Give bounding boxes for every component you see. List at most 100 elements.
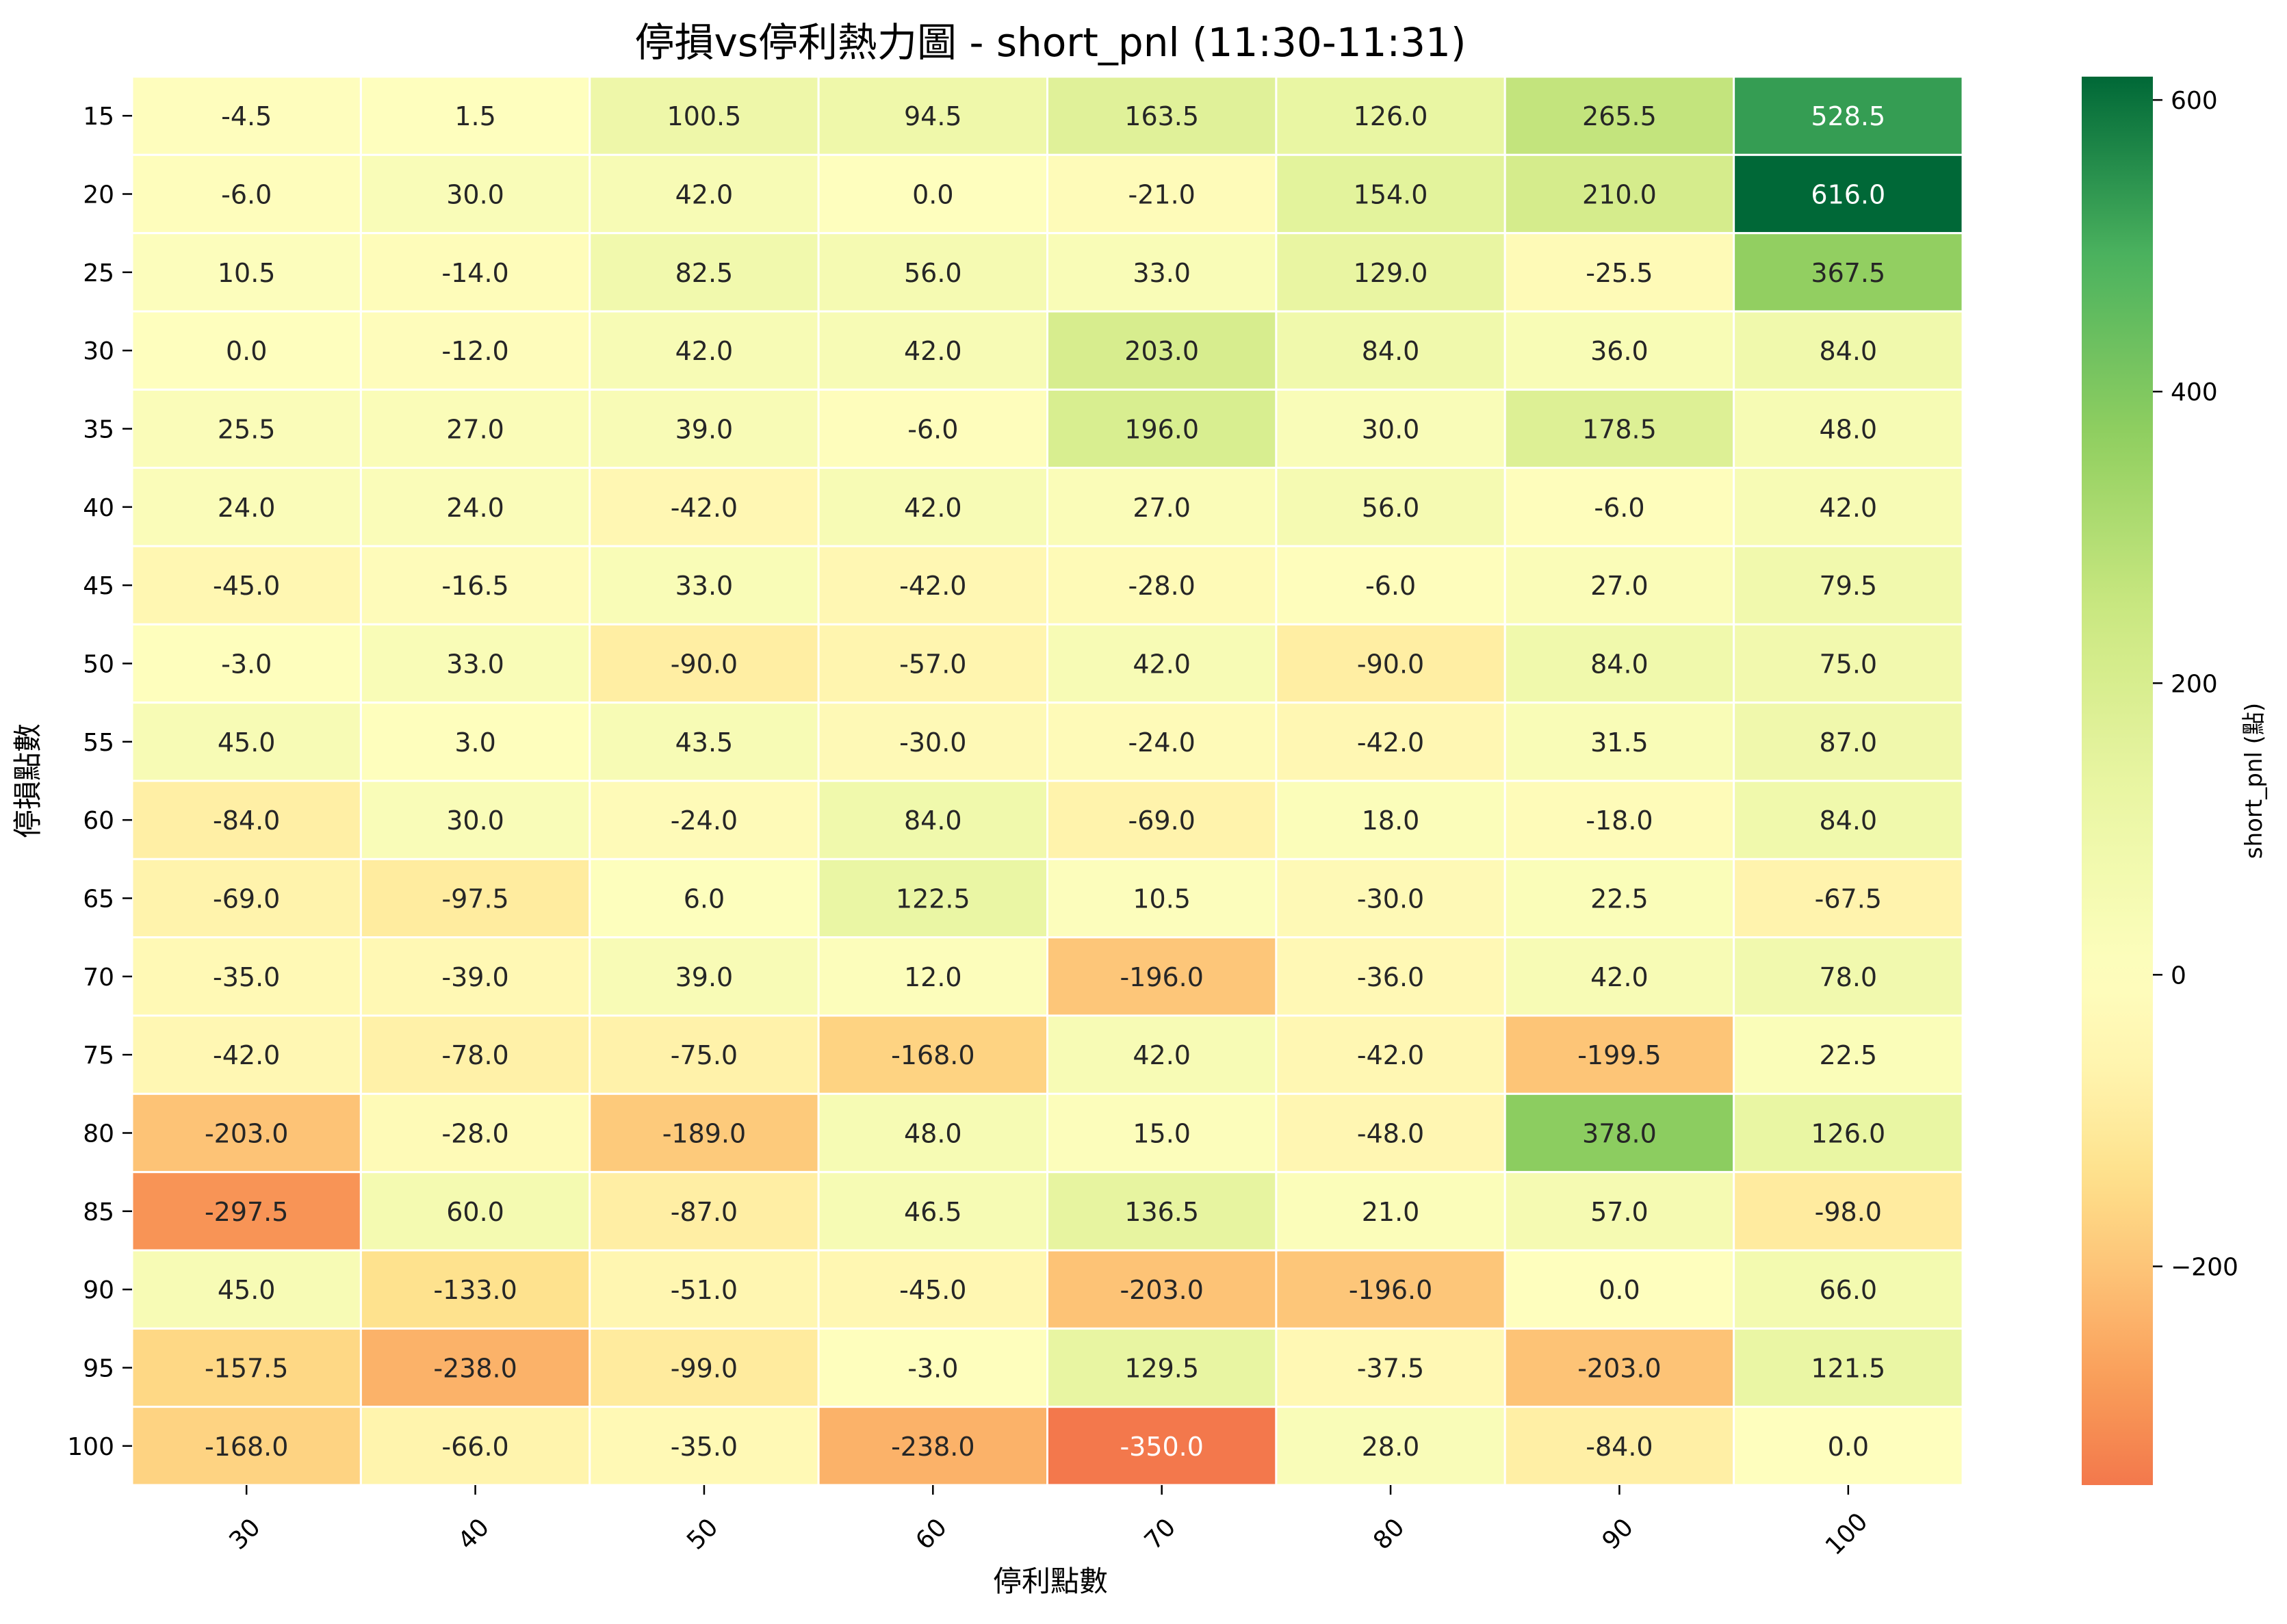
heatmap-cell [1275, 1171, 1506, 1252]
heatmap-cell [589, 779, 820, 860]
heatmap-cell [359, 779, 591, 860]
heatmap-cell [1275, 1249, 1506, 1330]
heatmap-cell [131, 1249, 362, 1330]
heatmap-cell-label: 27.0 [446, 415, 504, 445]
heatmap-cell-label: -297.5 [205, 1197, 289, 1227]
heatmap-cell [131, 75, 362, 156]
colorbar-tick-label: 400 [2171, 378, 2218, 407]
y-tick-label: 65 [83, 886, 114, 914]
heatmap-cell [359, 232, 591, 313]
heatmap-cell [1046, 545, 1278, 626]
heatmap-cell [1046, 623, 1278, 704]
heatmap-cell-label: 6.0 [684, 884, 725, 914]
heatmap-cell-label: -30.0 [1357, 884, 1424, 914]
y-axis-ticks: 15 20 25 30 35 40 45 50 55 60 65 70 75 80 85 90 95 100 [67, 103, 132, 1461]
colorbar-ticks: −200 0 200 400 600 [2153, 87, 2238, 1281]
heatmap-cell-label: -42.0 [1357, 727, 1424, 758]
heatmap-cell-label: 57.0 [1590, 1197, 1649, 1227]
y-tick-label: 90 [83, 1276, 114, 1304]
heatmap-cell-label: 12.0 [904, 962, 962, 992]
x-tick-label: 30 [224, 1513, 266, 1555]
heatmap-cell [131, 1327, 362, 1408]
heatmap-cell-label: -67.5 [1815, 884, 1882, 914]
heatmap-cell [131, 779, 362, 860]
heatmap-cell-label: -90.0 [1357, 649, 1424, 680]
heatmap-cell [1275, 545, 1506, 626]
heatmap-cell-label: -97.5 [441, 884, 508, 914]
heatmap-cell [817, 779, 1048, 860]
y-tick-label: 55 [83, 729, 114, 757]
heatmap-cell-label: -39.0 [441, 962, 508, 992]
heatmap-cell [359, 1014, 591, 1095]
heatmap-cell [1733, 1171, 1964, 1252]
y-tick-label: 40 [83, 494, 114, 522]
heatmap-cell-label: 42.0 [904, 336, 962, 366]
heatmap-cell [1733, 153, 1964, 235]
heatmap-cell [1733, 388, 1964, 469]
heatmap-cell-label: 0.0 [1599, 1275, 1640, 1305]
heatmap-cell [1503, 1171, 1735, 1252]
heatmap-cell-label: -45.0 [899, 1275, 966, 1305]
heatmap-cell-label: -69.0 [1128, 805, 1196, 836]
heatmap-cell-label: -203.0 [1577, 1354, 1662, 1384]
heatmap-cell [359, 701, 591, 782]
heatmap-cell [1503, 310, 1735, 391]
heatmap-cell [817, 858, 1048, 939]
heatmap-cell-label: -203.0 [1120, 1275, 1204, 1305]
heatmap-cell [1733, 1092, 1964, 1174]
heatmap-cell [359, 1406, 591, 1486]
heatmap-cell-label: 22.5 [1820, 1040, 1878, 1070]
heatmap-cell [1046, 779, 1278, 860]
heatmap-cell-label: 84.0 [904, 805, 962, 836]
heatmap-cell-label: -35.0 [213, 962, 280, 992]
heatmap-cell-label: 265.5 [1582, 101, 1657, 131]
heatmap-cell-label: -28.0 [1128, 571, 1196, 601]
heatmap-cell [1733, 701, 1964, 782]
heatmap-cell-label: 1.5 [454, 101, 495, 131]
heatmap-cell-label: -78.0 [441, 1040, 508, 1070]
heatmap-cell-label: -6.0 [221, 180, 272, 210]
heatmap-cell-label: 126.0 [1354, 101, 1428, 131]
heatmap-cell-label: -196.0 [1349, 1275, 1433, 1305]
heatmap-cell-label: 46.5 [904, 1197, 962, 1227]
heatmap-cell-label: 10.5 [218, 258, 276, 288]
heatmap-cell [1503, 545, 1735, 626]
heatmap-cell [1503, 1406, 1735, 1486]
heatmap-cell-label: 28.0 [1362, 1432, 1420, 1462]
y-tick-label: 45 [83, 572, 114, 600]
heatmap-cell-label: 56.0 [1362, 493, 1420, 523]
heatmap-cell [817, 310, 1048, 391]
y-tick-label: 30 [83, 337, 114, 365]
heatmap-cell-label: 163.5 [1124, 101, 1199, 131]
heatmap-cells [131, 75, 1964, 1486]
y-tick-label: 80 [83, 1120, 114, 1148]
heatmap-cell [1046, 467, 1278, 547]
heatmap-cell-label: 25.5 [218, 415, 276, 445]
heatmap-cell [1503, 1249, 1735, 1330]
y-tick-label: 60 [83, 807, 114, 835]
heatmap-cell-label: 79.5 [1820, 571, 1878, 601]
heatmap-cell-label: 378.0 [1582, 1119, 1657, 1149]
y-tick-label: 15 [83, 103, 114, 131]
y-axis-label: 停損點數 [11, 723, 44, 838]
heatmap-cell-label: 122.5 [896, 884, 970, 914]
heatmap-cell-label: -69.0 [213, 884, 280, 914]
heatmap-cell-label: -25.5 [1586, 258, 1653, 288]
heatmap-cell-label: -98.0 [1815, 1197, 1882, 1227]
x-tick-label: 100 [1820, 1508, 1874, 1561]
heatmap-cell-label: -42.0 [1357, 1040, 1424, 1070]
x-tick-label: 80 [1368, 1513, 1410, 1555]
heatmap-cell [1503, 467, 1735, 547]
heatmap-cell [1733, 779, 1964, 860]
heatmap-cell-label: -6.0 [1594, 493, 1644, 523]
heatmap-cell [1275, 936, 1506, 1017]
heatmap-cell-label: -3.0 [221, 649, 272, 680]
heatmap-cell-label: -37.5 [1357, 1354, 1424, 1384]
heatmap-cell-label: 126.0 [1811, 1119, 1885, 1149]
y-tick-label: 35 [83, 416, 114, 444]
heatmap-cell-label: 33.0 [675, 571, 734, 601]
colorbar-tick-label: 0 [2171, 962, 2186, 990]
heatmap-cell-label: 100.5 [667, 101, 742, 131]
heatmap-cell-label: -238.0 [891, 1432, 975, 1462]
